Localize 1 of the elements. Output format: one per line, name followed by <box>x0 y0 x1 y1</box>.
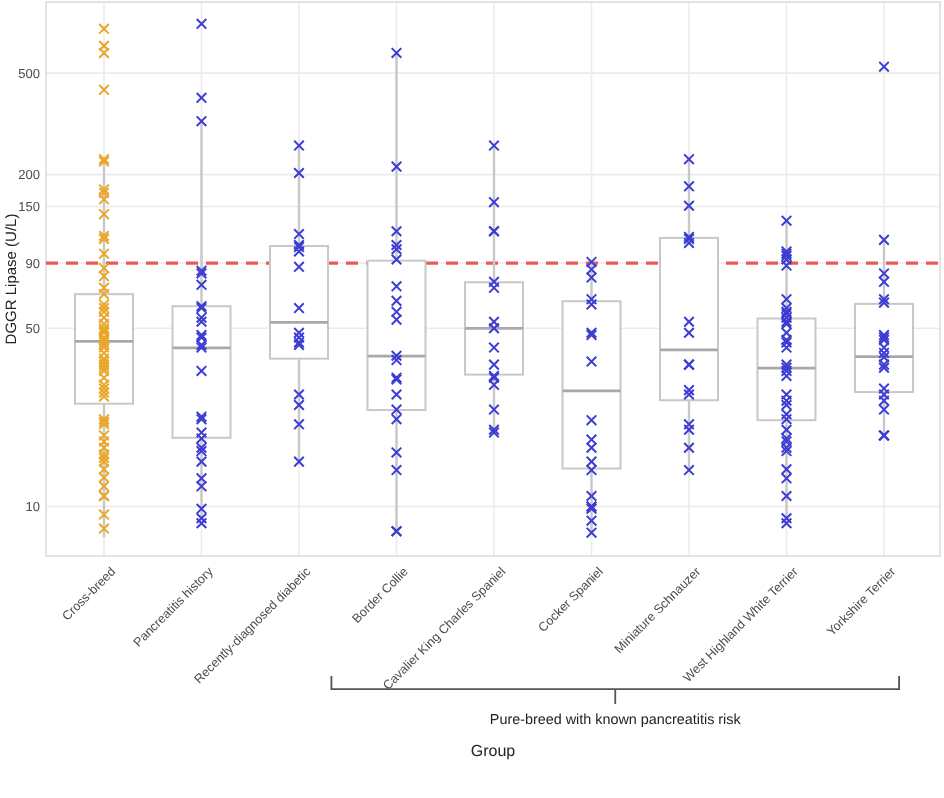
x-axis-title: Group <box>470 742 517 760</box>
